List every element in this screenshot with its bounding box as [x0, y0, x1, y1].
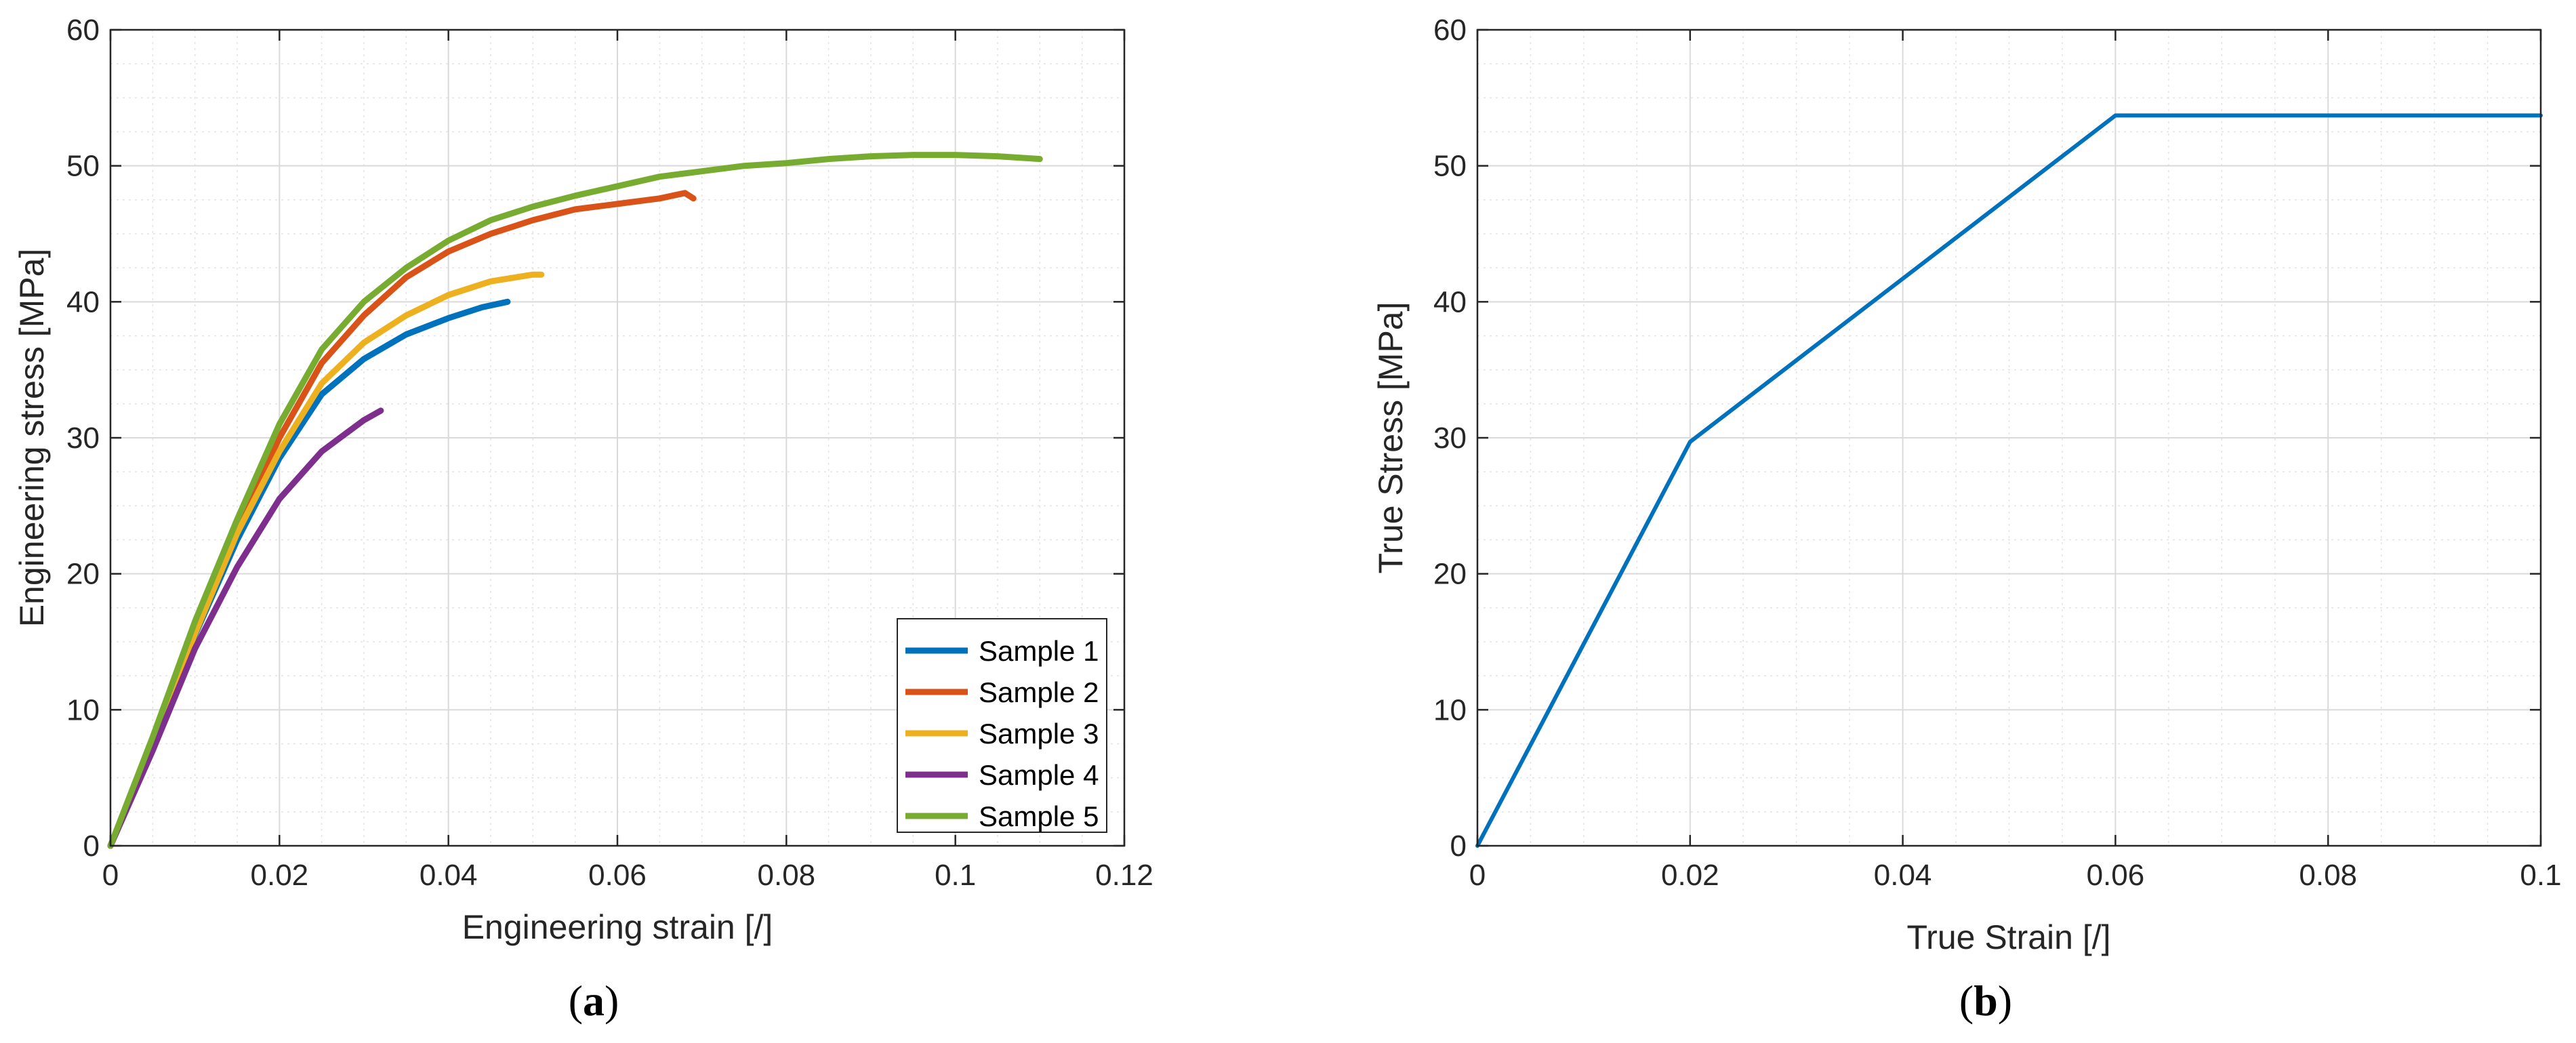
y-tick-label: 0 [83, 830, 100, 863]
x-tick-label: 0 [1469, 859, 1486, 892]
x-tick-label: 0.06 [588, 859, 647, 892]
y-tick-label: 60 [1433, 14, 1467, 47]
x-tick-label: 0.1 [2520, 859, 2561, 892]
panel-label-b: (b) [1959, 977, 2012, 1025]
legend-label-5: Sample 5 [979, 800, 1099, 832]
y-tick-label: 20 [66, 558, 100, 591]
y-tick-label: 40 [66, 285, 100, 319]
legend-label-1: Sample 1 [979, 635, 1099, 667]
x-tick-label: 0.02 [1661, 859, 1719, 892]
x-tick-label: 0 [102, 859, 119, 892]
legend-label-2: Sample 2 [979, 676, 1099, 708]
chart-b-xlabel: True Strain [/] [1906, 918, 2110, 956]
y-tick-label: 30 [66, 422, 100, 455]
x-tick-label: 0.12 [1095, 859, 1153, 892]
y-tick-label: 20 [1433, 558, 1467, 591]
y-tick-label: 60 [66, 14, 100, 47]
series-line-4 [107, 407, 384, 849]
y-tick-label: 0 [1450, 830, 1467, 863]
chart-a-ylabel: Engineering stress [MPa] [13, 249, 51, 628]
series-line-3 [107, 271, 545, 849]
x-tick-label: 0.1 [935, 859, 976, 892]
y-tick-label: 10 [1433, 693, 1467, 727]
chart-a-series [107, 152, 1043, 849]
legend-box [897, 618, 1107, 833]
chart-b-series [1475, 113, 2543, 848]
chart-a: 0 0.02 0.04 0.06 0.08 0.1 0.12 0 10 20 30 40 50 60 En… [13, 14, 1153, 1025]
chart-a-xlabel: Engineering strain [/] [462, 908, 773, 946]
x-tick-label: 0.08 [2299, 859, 2357, 892]
chart-b-ylabel: True Stress [MPa] [1372, 302, 1410, 573]
x-tick-label: 0.04 [1874, 859, 1932, 892]
y-tick-label: 30 [1433, 422, 1467, 455]
series-line-1 [1475, 113, 2543, 848]
x-tick-label: 0.02 [251, 859, 309, 892]
panel-label-a: (a) [569, 977, 619, 1025]
legend-label-4: Sample 4 [979, 759, 1099, 791]
chart-b: 0 0.02 0.04 0.06 0.08 0.1 0 10 20 30 40 50 60 True S… [1372, 14, 2562, 1025]
y-tick-label: 10 [66, 693, 100, 727]
legend-label-3: Sample 3 [979, 718, 1099, 750]
y-tick-label: 50 [1433, 150, 1467, 183]
chart-a-ticks: 0 0.02 0.04 0.06 0.08 0.1 0.12 0 10 20 30 40 50 60 [66, 14, 1153, 892]
y-tick-label: 40 [1433, 285, 1467, 319]
chart-a-legend: Sample 1 Sample 2 Sample 3 Sample 4 Sample 5 [897, 618, 1107, 833]
series-line-5 [107, 152, 1043, 849]
x-tick-label: 0.08 [758, 859, 816, 892]
y-tick-label: 50 [66, 150, 100, 183]
x-tick-label: 0.04 [420, 859, 478, 892]
chart-b-ticks: 0 0.02 0.04 0.06 0.08 0.1 0 10 20 30 40 50 60 [1433, 14, 2562, 892]
x-tick-label: 0.06 [2087, 859, 2145, 892]
